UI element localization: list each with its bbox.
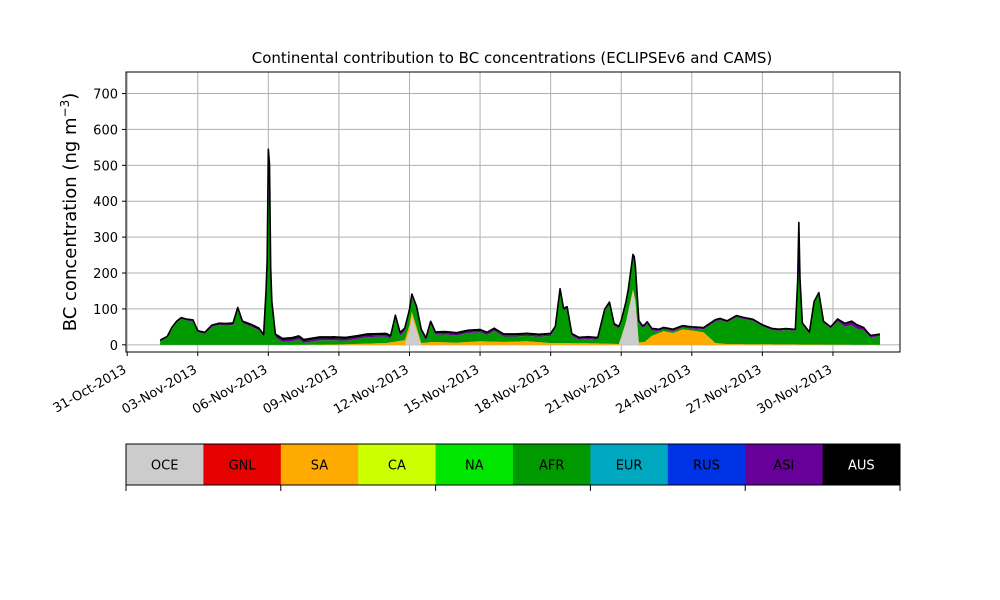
y-axis-label-close: ) [60, 93, 81, 100]
legend-label-afr: AFR [539, 459, 564, 474]
legend-frame [125, 443, 901, 486]
legend-swatch-ca [358, 444, 437, 485]
legend-label-ca: CA [388, 459, 406, 474]
colorbar-legend: OCE GNL SA CA NA AFR EUR RUS ASI AUS [125, 443, 901, 491]
total-outline [159, 148, 881, 341]
legend-swatch-sa [280, 444, 359, 485]
chart-title: Continental contribution to BC concentra… [252, 49, 773, 67]
legend-label-rus: RUS [693, 459, 720, 474]
legend-swatch-asi [745, 444, 824, 485]
legend-swatch-na [435, 444, 514, 485]
legend-swatch-eur [590, 444, 669, 485]
legend-swatch-gnl [203, 444, 282, 485]
stacked-areas [160, 149, 881, 345]
y-axis-ticks: 0 100 200 300 400 500 600 700 [93, 88, 126, 354]
legend-label-sa: SA [311, 459, 328, 474]
legend-label-na: NA [465, 459, 484, 474]
y-tick-label: 600 [93, 123, 118, 138]
area-series-afr [160, 172, 881, 345]
legend-swatch-aus [822, 444, 901, 485]
y-tick-label: 200 [93, 267, 118, 282]
y-tick-label: 0 [110, 339, 118, 354]
legend-label-asi: ASI [773, 459, 794, 474]
y-axis-label-main: BC concentration (ng m [60, 117, 81, 331]
y-tick-label: 500 [93, 159, 118, 174]
y-tick-label: 100 [93, 303, 118, 318]
y-tick-label: 400 [93, 195, 118, 210]
legend-label-oce: OCE [151, 459, 179, 474]
y-tick-label: 700 [93, 88, 118, 103]
y-axis-label-superscript: −3 [58, 100, 72, 118]
plot-frame [125, 71, 901, 353]
y-tick-label: 300 [93, 231, 118, 246]
total-line [159, 148, 881, 341]
legend-swatch-oce [126, 444, 204, 485]
legend-swatch-rus [667, 444, 746, 485]
legend-label-aus: AUS [848, 459, 875, 474]
grid [126, 72, 900, 352]
y-axis-label: BC concentration (ng m−3) [58, 93, 81, 332]
legend-swatch-afr [513, 444, 591, 485]
legend-label-gnl: GNL [229, 459, 257, 474]
legend-label-eur: EUR [616, 459, 643, 474]
